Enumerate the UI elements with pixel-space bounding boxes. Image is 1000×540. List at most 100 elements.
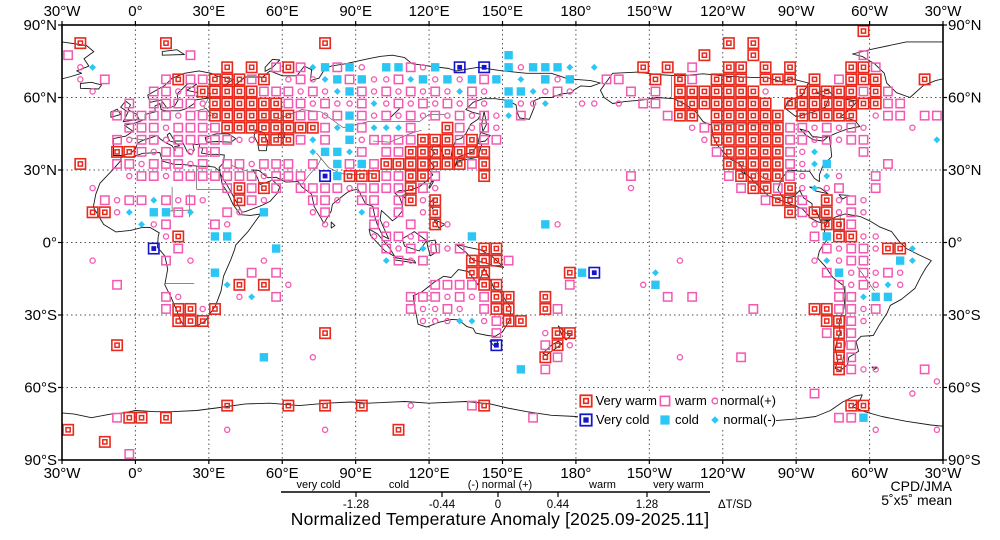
data-point [870, 171, 881, 181]
data-point [356, 110, 367, 121]
data-point [233, 121, 246, 134]
data-point [931, 110, 942, 121]
data-point [430, 86, 441, 97]
data-point [233, 97, 246, 110]
data-point [111, 145, 124, 158]
data-point [370, 233, 378, 240]
data-point [285, 76, 292, 83]
data-point [870, 183, 881, 194]
data-point [257, 133, 270, 146]
data-point [846, 412, 857, 423]
data-point [747, 109, 760, 122]
data-point [407, 402, 414, 409]
data-point [821, 328, 832, 339]
data-point [465, 133, 478, 146]
data-point [124, 159, 135, 169]
data-point [320, 122, 331, 133]
data-point [870, 62, 881, 73]
data-point [799, 148, 806, 156]
data-point [185, 86, 196, 97]
data-point [257, 97, 270, 110]
data-point [502, 290, 515, 303]
data-point [454, 291, 465, 302]
data-point [835, 257, 843, 264]
data-point [834, 291, 844, 302]
axis-tick-label: 30°W [44, 3, 82, 20]
data-point [197, 146, 208, 157]
data-point [797, 134, 808, 145]
data-point [369, 207, 379, 218]
data-point [590, 63, 598, 71]
data-point [321, 88, 329, 95]
axis-tick-label: 90°W [778, 465, 816, 482]
data-point [832, 327, 845, 340]
data-point [161, 86, 171, 97]
data-point [882, 98, 893, 109]
data-point [185, 110, 196, 121]
axis-labels: 30°W 30°W 0° 0° 30°E 30°E 60°E 60°E 90°E 90°E 120°… [23, 3, 981, 482]
data-point [468, 293, 476, 301]
data-point [895, 98, 906, 109]
data-point [271, 267, 282, 278]
data-point [747, 49, 760, 62]
legend-item-np: normal(+) [707, 393, 776, 409]
data-point [257, 109, 270, 122]
data-point [909, 124, 916, 131]
data-point [393, 183, 404, 194]
axis-tick-label: 120°E [409, 465, 450, 482]
data-point [835, 136, 843, 144]
data-point [736, 183, 747, 194]
data-point [872, 426, 879, 434]
data-point [368, 170, 381, 183]
axis-tick-label: 120°W [700, 465, 746, 482]
data-point [258, 159, 269, 169]
data-point [759, 157, 772, 170]
data-point [747, 170, 760, 183]
data-point [392, 423, 405, 436]
data-point [197, 159, 208, 169]
data-point [99, 74, 110, 85]
data-point [74, 157, 87, 170]
data-point [172, 315, 185, 328]
data-point [404, 170, 417, 183]
data-point [430, 279, 441, 290]
data-point [772, 183, 783, 194]
data-point [480, 317, 488, 325]
data-point [221, 73, 234, 86]
data-point [395, 88, 402, 95]
data-point [294, 121, 307, 134]
data-point [260, 257, 268, 264]
data-point [407, 100, 414, 107]
data-point [858, 86, 869, 97]
data-point [345, 123, 354, 132]
data-point [466, 98, 477, 109]
data-point [649, 73, 662, 86]
scale-category-label: (-) normal (+) [468, 479, 532, 491]
data-point [319, 170, 332, 183]
data-point [184, 302, 197, 315]
data-point [468, 124, 476, 131]
data-point [344, 159, 355, 169]
axis-tick-label: 90°N [948, 17, 982, 34]
data-point [722, 145, 735, 158]
data-point [822, 232, 831, 241]
data-point [199, 196, 206, 204]
data-point [429, 194, 442, 207]
data-point [246, 195, 257, 206]
data-point [77, 64, 84, 71]
data-point [759, 182, 772, 195]
data-point [832, 363, 845, 376]
data-point [370, 100, 378, 107]
data-point [799, 172, 806, 180]
data-point [99, 195, 110, 206]
data-point [454, 110, 465, 121]
data-point [673, 97, 686, 110]
legend-label: normal(+) [720, 393, 776, 408]
data-point [517, 100, 525, 107]
axis-tick-label: 150°E [482, 3, 523, 20]
data-point [834, 183, 844, 194]
axis-tick-label: 90°E [339, 465, 372, 482]
data-point [383, 100, 390, 107]
data-point [233, 278, 246, 291]
data-point [123, 411, 136, 424]
